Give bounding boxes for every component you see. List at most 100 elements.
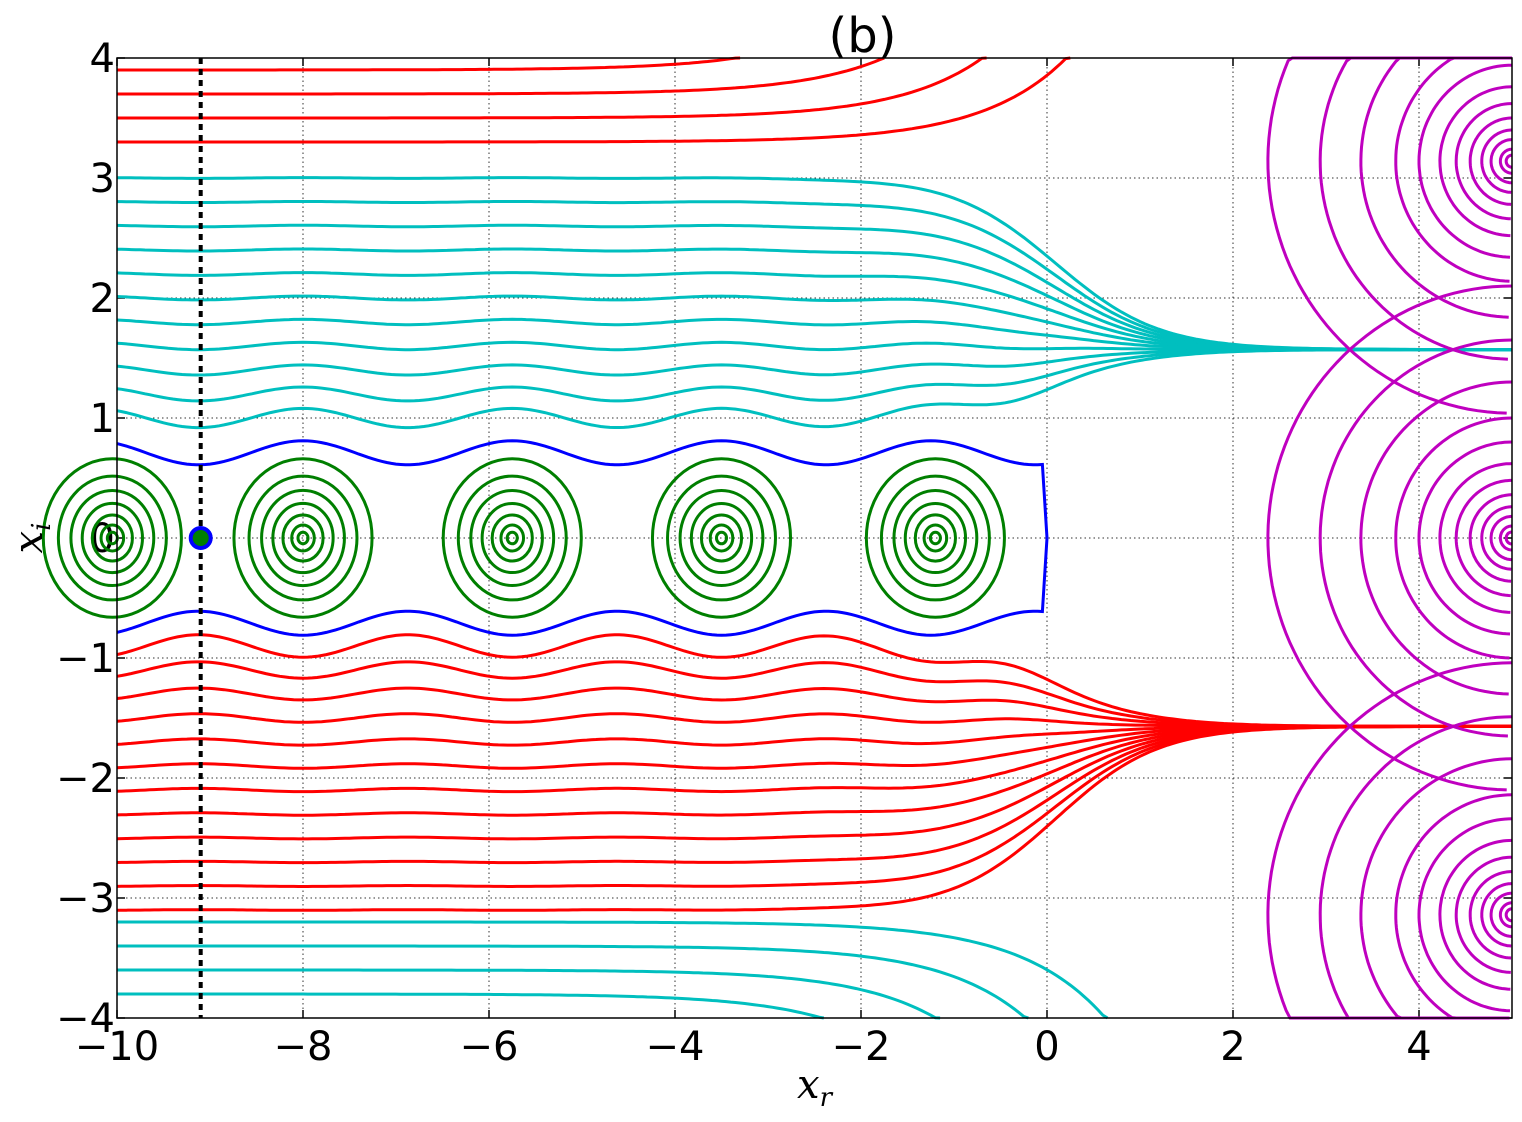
green-orbit: [505, 530, 519, 546]
magenta-arc: [1454, 478, 1512, 598]
magenta-arc: [1266, 661, 1513, 1020]
green-orbit: [247, 474, 359, 602]
green-orbit: [928, 530, 942, 546]
x-axis-label: xr: [797, 1062, 834, 1113]
green-orbit: [666, 474, 777, 602]
y-tick-label: −1: [56, 636, 115, 682]
upper-cyan-flow-line: [116, 294, 1512, 352]
green-orbit: [913, 513, 957, 563]
green-orbit: [650, 457, 793, 619]
magenta-arc: [1504, 530, 1513, 546]
green-orbit: [678, 488, 765, 588]
green-orbit: [271, 502, 335, 574]
x-tick-label: −8: [274, 1024, 333, 1070]
y-tick-label: 4: [90, 36, 115, 82]
green-orbit: [714, 530, 729, 546]
magenta-arc: [1318, 338, 1513, 738]
magenta-arc: [1498, 524, 1512, 552]
y-tick-label: 3: [90, 156, 115, 202]
blue-separatrix: [116, 537, 1049, 637]
magenta-arc: [1468, 116, 1512, 206]
y-tick-label: 2: [90, 276, 115, 322]
y-tick-label: −3: [56, 876, 115, 922]
magenta-arc: [1489, 891, 1512, 938]
chart-title: (b): [829, 8, 897, 64]
magenta-arc: [1468, 493, 1512, 583]
lower-cyan-flow-line: [117, 920, 1109, 1020]
green-orbit: [480, 502, 544, 574]
y-tick-label: −2: [56, 756, 115, 802]
magenta-arc: [1438, 85, 1513, 238]
x-tick-label: 2: [1220, 1024, 1245, 1070]
upper-cyan-flow-line: [116, 223, 1512, 352]
green-orbit: [99, 523, 126, 553]
green-orbit: [892, 488, 979, 588]
green-orbit: [490, 513, 534, 563]
y-tick-label: −4: [56, 996, 115, 1042]
magenta-arc: [1504, 153, 1513, 169]
point-marker: [188, 526, 213, 550]
lower-red-flow-line: [116, 660, 1512, 728]
magenta-arc: [1504, 907, 1513, 923]
green-orbit: [296, 530, 310, 546]
magenta-arc: [1266, 56, 1512, 415]
lower-red-flow-line: [116, 724, 1512, 770]
upper-red-flow-line: [117, 56, 987, 120]
magenta-arc: [1266, 284, 1513, 792]
upper-cyan-flow-line: [116, 317, 1512, 352]
green-orbit: [864, 456, 1006, 620]
lower-cyan-flow-line: [117, 968, 941, 1020]
lower-cyan-flow-line: [117, 992, 825, 1020]
green-orbit: [879, 474, 991, 602]
x-tick-label: −6: [460, 1024, 519, 1070]
magenta-arc: [1480, 505, 1512, 571]
magenta-arc: [1438, 462, 1513, 614]
magenta-arc: [1498, 147, 1512, 175]
magenta-arc: [1498, 901, 1512, 929]
x-axis-ticks: −10 −8 −6 −4 −2 0 2 4: [75, 58, 1432, 1070]
magenta-arc: [1359, 380, 1513, 696]
magenta-arc: [1417, 440, 1513, 636]
lower-red-flow-line: [116, 724, 1512, 912]
green-orbit: [708, 523, 735, 553]
green-orbit: [80, 502, 144, 574]
magenta-arc: [1489, 514, 1512, 562]
green-orbit: [290, 523, 316, 553]
green-orbit: [689, 502, 754, 574]
magenta-arc: [1438, 838, 1513, 991]
magenta-arc: [1489, 138, 1512, 185]
green-orbit: [56, 474, 168, 602]
upper-red-flow-line: [117, 56, 741, 72]
green-orbit: [469, 488, 556, 588]
upper-red-flow-line: [117, 56, 1071, 144]
upper-red-flow-line: [117, 56, 885, 96]
magenta-arc: [1394, 793, 1513, 1020]
magenta-arc: [1480, 128, 1512, 194]
magenta-arc: [1454, 102, 1512, 221]
green-orbit: [281, 513, 325, 563]
green-orbit: [456, 474, 568, 602]
y-axis-label: xi: [6, 523, 57, 554]
magenta-arc: [1454, 855, 1512, 974]
magenta-arc: [1480, 882, 1512, 948]
upper-cyan-flow-line: [116, 271, 1512, 352]
green-orbit: [69, 488, 156, 588]
x-tick-label: 0: [1034, 1024, 1059, 1070]
plot-frame: [116, 57, 1513, 1019]
lower-red-flow-line: [116, 724, 1512, 865]
green-orbit: [499, 523, 526, 553]
green-orbit: [232, 457, 374, 619]
green-orbit: [699, 513, 744, 563]
upper-cyan-flow-line: [116, 348, 1512, 377]
lower-red-flow-line: [116, 724, 1512, 794]
green-orbit: [922, 523, 949, 553]
green-orbit: [41, 457, 183, 619]
green-orbit: [903, 502, 968, 574]
x-tick-label: −2: [832, 1024, 891, 1070]
x-tick-label: −10: [75, 1024, 159, 1070]
magenta-arc: [1417, 63, 1513, 259]
x-tick-label: −4: [646, 1024, 705, 1070]
green-orbit: [441, 457, 583, 619]
